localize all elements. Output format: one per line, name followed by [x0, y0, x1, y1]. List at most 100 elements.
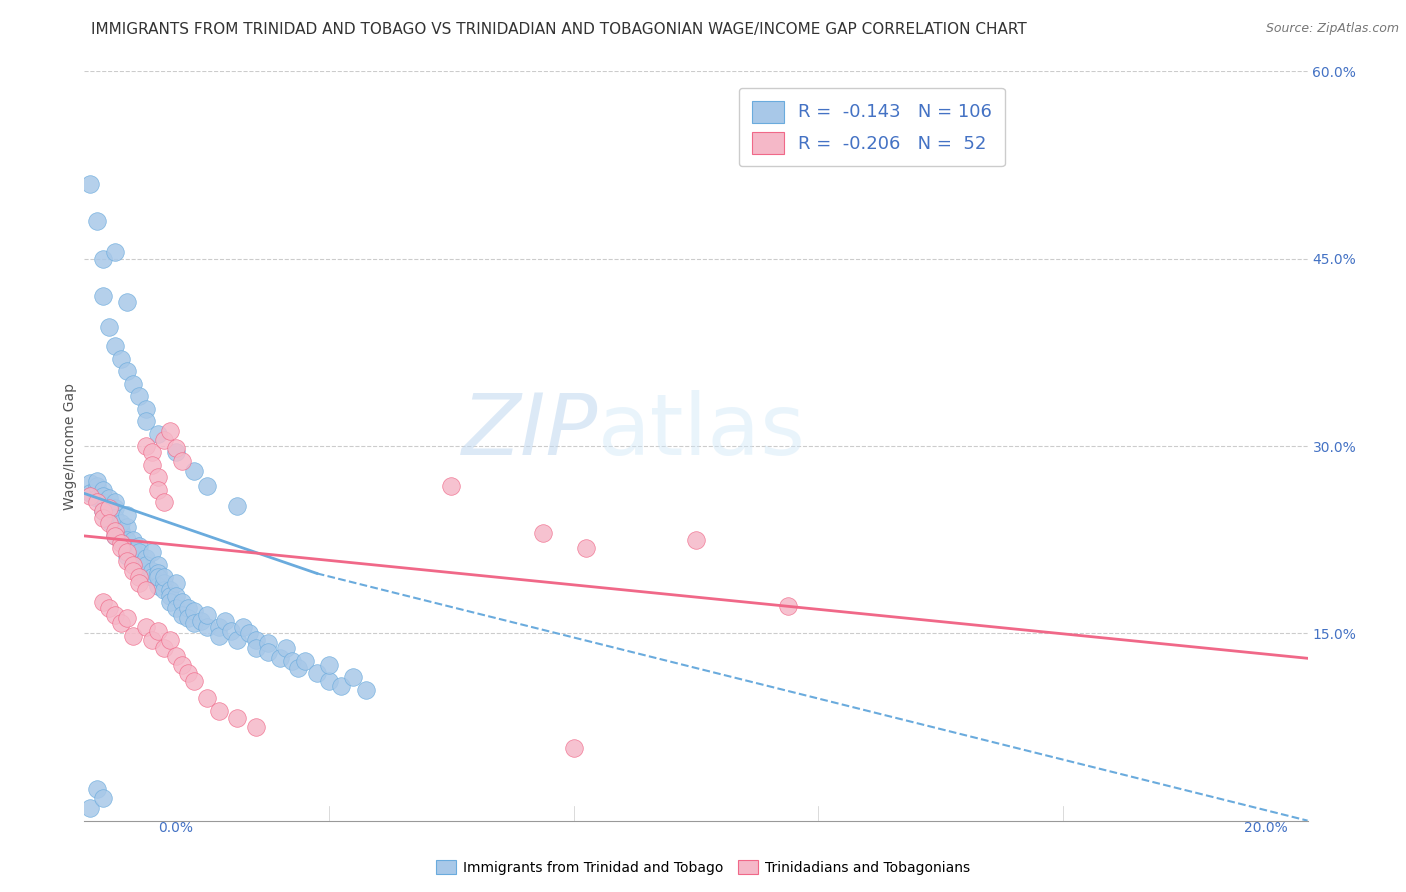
- Point: [208, 620, 231, 634]
- Point: [115, 611, 138, 625]
- Point: [146, 624, 169, 638]
- Point: [153, 582, 176, 597]
- Point: [122, 551, 145, 566]
- Point: [104, 501, 127, 516]
- Point: [104, 339, 127, 353]
- Legend: Immigrants from Trinidad and Tobago, Trinidadians and Tobagonians: Immigrants from Trinidad and Tobago, Tri…: [430, 855, 976, 880]
- Point: [141, 545, 163, 559]
- Point: [165, 576, 187, 591]
- Point: [165, 445, 187, 459]
- Point: [153, 495, 176, 509]
- Point: [281, 654, 304, 668]
- Point: [141, 458, 163, 472]
- Point: [190, 614, 212, 628]
- Text: 20.0%: 20.0%: [1243, 821, 1288, 835]
- Point: [110, 616, 132, 631]
- Point: [122, 376, 145, 391]
- Point: [135, 582, 157, 597]
- Point: [128, 554, 150, 568]
- Point: [91, 595, 114, 609]
- Point: [276, 641, 298, 656]
- Point: [128, 570, 150, 584]
- Point: [115, 541, 138, 556]
- Point: [115, 549, 138, 563]
- Point: [165, 601, 187, 615]
- Point: [115, 364, 138, 378]
- Point: [776, 599, 799, 613]
- Point: [153, 570, 176, 584]
- Point: [575, 541, 598, 556]
- Point: [141, 445, 163, 459]
- Point: [135, 414, 157, 428]
- Point: [219, 624, 242, 638]
- Text: IMMIGRANTS FROM TRINIDAD AND TOBAGO VS TRINIDADIAN AND TOBAGONIAN WAGE/INCOME GA: IMMIGRANTS FROM TRINIDAD AND TOBAGO VS T…: [91, 22, 1028, 37]
- Point: [226, 711, 249, 725]
- Point: [177, 666, 200, 681]
- Point: [146, 426, 169, 441]
- Point: [91, 511, 114, 525]
- Point: [135, 551, 157, 566]
- Point: [208, 629, 231, 643]
- Point: [165, 648, 187, 663]
- Point: [86, 491, 108, 506]
- Point: [128, 389, 150, 403]
- Point: [97, 491, 120, 506]
- Point: [91, 495, 114, 509]
- Y-axis label: Wage/Income Gap: Wage/Income Gap: [63, 383, 77, 509]
- Point: [183, 464, 205, 478]
- Text: atlas: atlas: [598, 390, 806, 473]
- Point: [86, 474, 108, 488]
- Text: Source: ZipAtlas.com: Source: ZipAtlas.com: [1265, 22, 1399, 36]
- Point: [685, 533, 707, 547]
- Point: [104, 511, 127, 525]
- Point: [97, 516, 120, 531]
- Point: [91, 483, 114, 497]
- Point: [86, 782, 108, 797]
- Point: [342, 670, 364, 684]
- Point: [269, 651, 291, 665]
- Point: [91, 489, 114, 503]
- Point: [128, 545, 150, 559]
- Point: [104, 245, 127, 260]
- Point: [318, 657, 340, 672]
- Point: [110, 524, 132, 538]
- Point: [115, 545, 138, 559]
- Point: [146, 566, 169, 581]
- Point: [440, 479, 463, 493]
- Point: [177, 611, 200, 625]
- Point: [195, 479, 218, 493]
- Point: [177, 601, 200, 615]
- Point: [159, 424, 181, 438]
- Point: [86, 479, 108, 493]
- Point: [79, 801, 101, 815]
- Point: [146, 483, 169, 497]
- Point: [128, 558, 150, 572]
- Point: [183, 604, 205, 618]
- Point: [110, 516, 132, 531]
- Point: [172, 595, 194, 609]
- Point: [159, 582, 181, 597]
- Point: [195, 607, 218, 622]
- Point: [110, 526, 132, 541]
- Point: [159, 589, 181, 603]
- Point: [122, 545, 145, 559]
- Point: [135, 558, 157, 572]
- Point: [122, 558, 145, 572]
- Point: [318, 673, 340, 688]
- Point: [91, 252, 114, 266]
- Point: [91, 791, 114, 805]
- Point: [159, 595, 181, 609]
- Point: [122, 629, 145, 643]
- Point: [172, 454, 194, 468]
- Point: [153, 433, 176, 447]
- Point: [146, 558, 169, 572]
- Point: [562, 741, 585, 756]
- Point: [257, 636, 280, 650]
- Point: [97, 501, 120, 516]
- Point: [330, 679, 353, 693]
- Point: [104, 529, 127, 543]
- Point: [128, 576, 150, 591]
- Point: [214, 614, 236, 628]
- Point: [226, 499, 249, 513]
- Point: [79, 489, 101, 503]
